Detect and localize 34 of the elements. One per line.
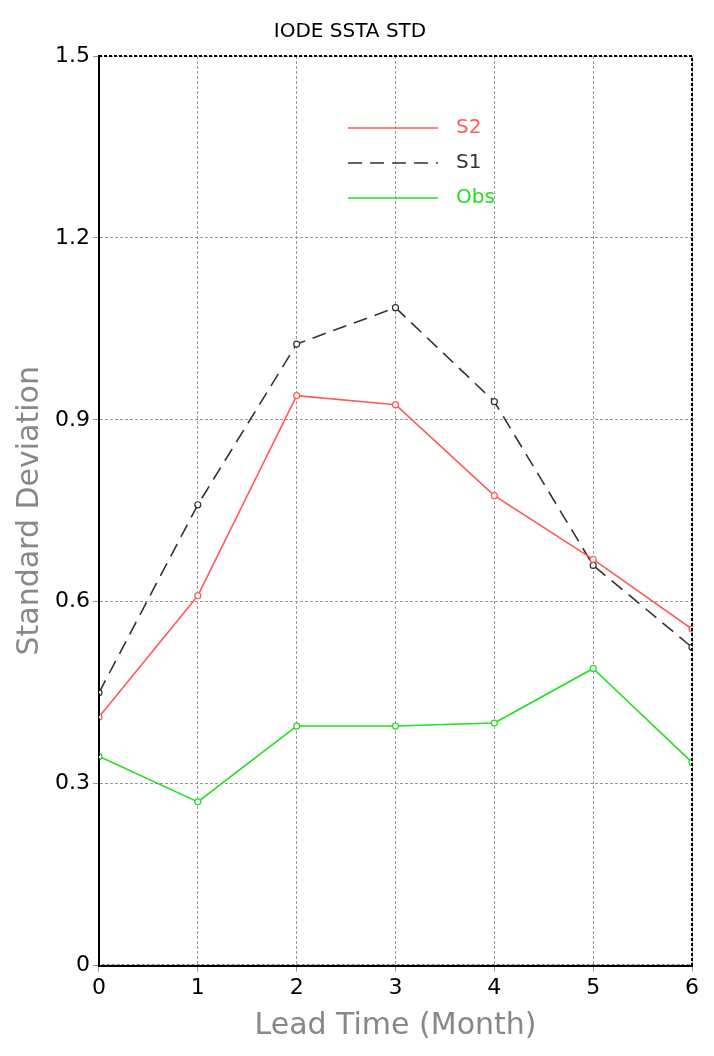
point — [589, 555, 597, 563]
y-tick-label: 0 — [75, 951, 90, 977]
point — [391, 304, 400, 312]
y-tick-label: 1.5 — [54, 41, 90, 67]
chart-title: IODE SSTA STD — [273, 18, 427, 43]
x-tick-label: 6 — [685, 973, 699, 999]
x-axis-title: Lead Time (Month) — [254, 1005, 537, 1041]
x-tick-label: 1 — [190, 973, 205, 999]
point — [589, 561, 597, 569]
point — [194, 592, 202, 600]
point — [194, 798, 202, 806]
y-tick-label: 1.2 — [54, 223, 90, 249]
point — [391, 722, 400, 730]
legend-label: Obs — [456, 184, 495, 209]
y-tick-label: 0.6 — [54, 587, 90, 613]
x-tick-label: 2 — [289, 973, 304, 999]
legend-label: S1 — [456, 149, 482, 174]
point — [293, 340, 301, 348]
y-axis-title: Standard Deviation — [9, 366, 45, 656]
y-tick-label: 0.3 — [54, 769, 90, 795]
point — [391, 401, 400, 409]
legend-label: S2 — [456, 114, 482, 139]
point — [293, 722, 301, 730]
x-tick-label: 5 — [586, 973, 601, 999]
point — [490, 492, 498, 500]
x-tick-label: 0 — [91, 973, 106, 999]
x-tick-label: 4 — [487, 973, 502, 999]
x-tick-label: 3 — [388, 973, 403, 999]
point — [589, 664, 597, 673]
y-tick-label: 0.9 — [54, 405, 90, 431]
point — [490, 719, 498, 727]
point — [194, 501, 202, 509]
point — [293, 391, 301, 400]
point — [490, 398, 498, 406]
